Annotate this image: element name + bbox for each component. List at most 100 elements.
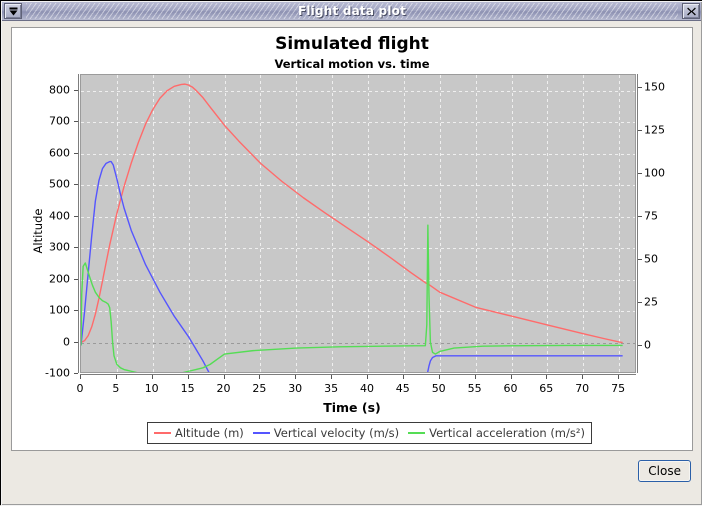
legend-item: Altitude (m) <box>154 426 244 440</box>
gridline-horizontal <box>81 122 635 124</box>
right-axis-tick-label: 150 <box>644 80 665 94</box>
right-axis-tick <box>638 172 642 174</box>
chart-title: Simulated flight <box>275 34 429 54</box>
left-axis-tick-label: 600 <box>49 146 70 160</box>
x-axis-tick-label: 20 <box>216 382 231 395</box>
left-axis-tick-label: 700 <box>49 114 70 128</box>
series-paths <box>81 83 623 372</box>
window-titlebar[interactable]: Flight data plot <box>2 2 702 21</box>
left-axis-tick <box>74 121 78 123</box>
right-axis-tick-label: 75 <box>644 209 658 223</box>
left-axis-tick-label: -100 <box>45 366 70 380</box>
left-axis-tick-label: 500 <box>49 177 70 191</box>
x-axis-tick-label: 40 <box>360 382 374 395</box>
x-axis-tick <box>510 375 512 379</box>
x-axis-tick-label: 60 <box>503 382 518 395</box>
gridline-horizontal <box>81 248 635 250</box>
chart-subtitle: Vertical motion vs. time <box>274 57 430 71</box>
x-axis-tick <box>367 375 368 379</box>
x-axis-tick <box>223 375 225 379</box>
right-axis-tick-label: 0 <box>644 338 651 351</box>
gridline-vertical <box>224 75 226 372</box>
gridline-vertical <box>547 75 549 372</box>
x-axis-tick-label: 55 <box>467 382 482 395</box>
x-axis-tick-label: 65 <box>539 382 554 395</box>
right-axis-tick <box>638 86 642 88</box>
dialog-footer: Close <box>2 452 702 505</box>
legend-label: Vertical velocity (m/s) <box>273 426 400 440</box>
x-axis-tick <box>582 375 584 379</box>
gridline-horizontal <box>81 216 635 218</box>
x-axis-tick-label: 0 <box>76 382 84 395</box>
x-axis-tick <box>80 375 81 379</box>
right-axis-tick <box>638 301 642 303</box>
x-axis-tick-label: 25 <box>252 382 267 395</box>
x-axis-tick <box>187 375 189 379</box>
close-button[interactable]: Close <box>638 460 691 482</box>
right-axis-tick <box>638 344 642 346</box>
x-axis-tick <box>618 375 620 379</box>
x-axis-tick-label: 45 <box>395 382 410 395</box>
x-axis-tick-label: 50 <box>431 382 446 395</box>
gridline-vertical <box>152 75 154 372</box>
x-axis-tick-label: 10 <box>144 382 159 395</box>
gridline-vertical <box>439 75 441 372</box>
gridline-vertical <box>475 75 477 372</box>
plot-area[interactable] <box>80 74 636 373</box>
left-axis-tick <box>74 152 78 154</box>
left-axis-tick <box>74 184 78 186</box>
x-axis-tick-label: 75 <box>611 382 626 395</box>
x-axis-tick-label: 15 <box>180 382 195 395</box>
right-axis-tick-label: 125 <box>644 123 665 137</box>
right-axis-tick <box>638 129 642 131</box>
legend-label: Vertical acceleration (m/s²) <box>429 426 585 440</box>
legend-item: Vertical velocity (m/s) <box>252 426 400 440</box>
legend-color-swatch <box>252 432 270 434</box>
gridline-vertical <box>296 75 298 372</box>
gridline-vertical <box>260 75 262 372</box>
gridline-horizontal <box>81 311 635 313</box>
legend-color-swatch <box>408 432 426 434</box>
left-axis-title: Altitude <box>31 208 45 254</box>
legend-label: Altitude (m) <box>175 426 244 440</box>
gridline-vertical <box>583 75 585 372</box>
x-axis-tick <box>115 375 117 379</box>
gridline-vertical <box>188 75 190 372</box>
left-axis-tick-label: 200 <box>49 272 70 286</box>
right-axis-tick-label: 25 <box>644 295 658 308</box>
left-axis-tick-label: 100 <box>49 303 70 317</box>
left-axis-tick <box>74 373 78 374</box>
legend-color-swatch <box>154 432 171 434</box>
left-axis-tick <box>74 278 78 280</box>
left-axis-line <box>78 74 79 373</box>
bottom-axis-line <box>80 374 636 375</box>
x-axis-tick-label: 30 <box>288 382 303 395</box>
right-axis-tick <box>638 215 642 217</box>
series-line <box>81 83 623 344</box>
gridline-horizontal <box>81 279 635 281</box>
gridline-vertical <box>403 75 405 372</box>
window-title: Flight data plot <box>297 4 407 18</box>
gridline-horizontal <box>81 342 635 344</box>
x-axis-title: Time (s) <box>323 400 381 415</box>
left-axis-tick-label: 0 <box>63 335 70 348</box>
left-axis-tick <box>74 89 78 91</box>
gridline-vertical <box>116 75 118 372</box>
x-axis-tick-label: 70 <box>575 382 590 395</box>
x-axis-tick <box>402 375 404 379</box>
x-axis-tick <box>474 375 476 379</box>
close-x-icon[interactable] <box>682 3 700 19</box>
chart-legend: Altitude (m) Vertical velocity (m/s) Verti… <box>147 422 592 444</box>
gridline-vertical <box>511 75 513 372</box>
gridline-horizontal <box>81 90 635 92</box>
gridline-vertical <box>368 75 369 372</box>
x-axis-tick <box>259 375 261 379</box>
left-axis-tick-label: 800 <box>49 83 70 97</box>
x-axis-tick <box>295 375 297 379</box>
left-axis-tick-label: 300 <box>49 240 70 254</box>
window-menu-triangle-icon[interactable] <box>4 3 22 19</box>
x-axis-tick <box>151 375 153 379</box>
gridline-vertical <box>619 75 621 372</box>
right-axis-tick <box>638 258 642 260</box>
